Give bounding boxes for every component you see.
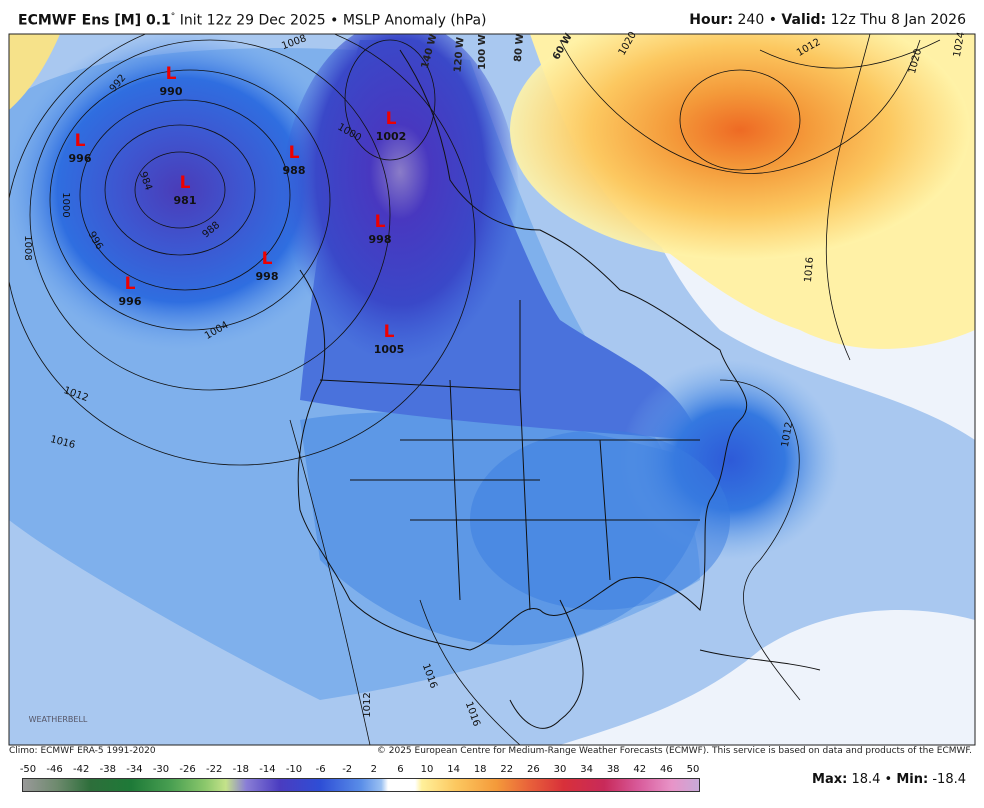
colorbar-label: 38 <box>606 764 620 775</box>
init: Init 12z 29 Dec 2025 <box>179 12 326 29</box>
valid-label: Valid: <box>781 12 827 28</box>
contour-label: 1016 <box>803 257 816 283</box>
contour-label: 1024 <box>952 31 967 58</box>
longitude-label: 120 W <box>452 37 466 73</box>
colorbar-label: -18 <box>232 764 249 775</box>
colorbar-label: 26 <box>527 764 540 775</box>
low-symbol: L <box>180 173 191 193</box>
colorbar-label: -34 <box>126 764 143 775</box>
low-pressure: 998 <box>369 233 392 246</box>
colorbar-label: 34 <box>580 764 593 775</box>
separator: • <box>330 12 339 29</box>
low-pressure: 990 <box>160 85 183 98</box>
colorbar-label: -22 <box>206 764 223 775</box>
longitude-label: 80 W <box>513 33 526 62</box>
separator: • <box>884 772 893 787</box>
stats: Max: 18.4 • Min: -18.4 <box>812 772 966 787</box>
product: MSLP Anomaly (hPa) <box>342 12 487 29</box>
colorbar-label: 22 <box>500 764 514 775</box>
low-symbol: L <box>166 64 177 84</box>
valid: 12z Thu 8 Jan 2026 <box>830 12 966 28</box>
contour-label: 1012 <box>780 421 795 448</box>
colorbar-label: -26 <box>179 764 196 775</box>
colorbar <box>22 778 700 792</box>
colorbar-label: 2 <box>370 764 377 775</box>
colorbar-label: -14 <box>259 764 276 775</box>
low-pressure: 981 <box>174 194 197 207</box>
colorbar-label: -38 <box>99 764 116 775</box>
climo: Climo: ECMWF ERA-5 1991-2020 <box>9 746 156 756</box>
colorbar-label: -30 <box>152 764 170 775</box>
max: 18.4 <box>851 772 881 787</box>
low-symbol: L <box>384 322 395 342</box>
hour: 240 <box>737 12 765 28</box>
degree: ° <box>170 12 176 22</box>
low-symbol: L <box>386 109 397 129</box>
colorbar-label: -50 <box>19 764 37 775</box>
model: ECMWF Ens [M] 0.1 <box>18 12 171 29</box>
contour-label: 1000 <box>60 192 71 217</box>
colorbar-label: 30 <box>553 764 567 775</box>
contour-label: 1012 <box>362 692 373 717</box>
header-right: Hour: 240 • Valid: 12z Thu 8 Jan 2026 <box>689 12 966 28</box>
low-pressure: 1005 <box>374 343 405 356</box>
colorbar-label: 10 <box>420 764 434 775</box>
colorbar-label: 14 <box>447 764 460 775</box>
low-pressure: 996 <box>119 295 142 308</box>
longitude-label: 100 W <box>477 34 488 69</box>
colorbar-label: -46 <box>46 764 63 775</box>
colorbar-label: -6 <box>315 764 326 775</box>
min-label: Min: <box>896 772 929 787</box>
contour-label: 1008 <box>22 235 33 260</box>
header-left: ECMWF Ens [M] 0.1° Init 12z 29 Dec 2025 … <box>18 12 487 29</box>
copyright: © 2025 European Centre for Medium-Range … <box>376 746 972 756</box>
low-pressure: 996 <box>69 152 92 165</box>
hour-label: Hour: <box>689 12 734 28</box>
min: -18.4 <box>932 772 966 787</box>
colorbar-label: -10 <box>285 764 303 775</box>
colorbar-label: 46 <box>660 764 673 775</box>
max-label: Max: <box>812 772 848 787</box>
low-symbol: L <box>375 212 386 232</box>
low-symbol: L <box>75 131 86 151</box>
map-field <box>9 34 975 745</box>
low-pressure: 998 <box>256 270 279 283</box>
low-pressure: 1002 <box>376 130 407 143</box>
colorbar-label: 18 <box>473 764 487 775</box>
low-symbol: L <box>289 143 300 163</box>
colorbar-label: -2 <box>342 764 353 775</box>
colorbar-label: 42 <box>633 764 647 775</box>
colorbar-label: 50 <box>686 764 700 775</box>
low-symbol: L <box>125 274 136 294</box>
separator: • <box>768 12 777 28</box>
colorbar-label: 6 <box>397 764 404 775</box>
low-symbol: L <box>262 249 273 269</box>
logo: WEATHERBELL <box>29 715 88 724</box>
low-pressure: 988 <box>283 164 306 177</box>
colorbar-label: -42 <box>73 764 90 775</box>
